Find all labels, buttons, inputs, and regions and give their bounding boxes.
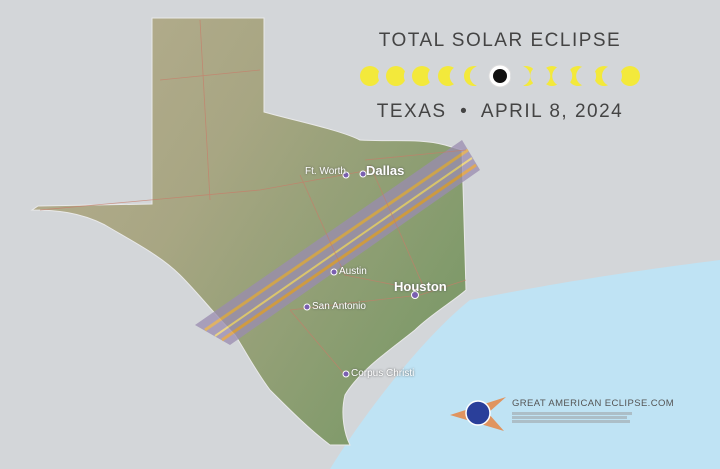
eclipse-phase-sequence: [360, 64, 640, 88]
date-label: APRIL 8, 2024: [480, 101, 624, 122]
credits-text: [512, 411, 632, 424]
totality-sun-icon: [488, 64, 512, 88]
city-marker-houston: [411, 291, 419, 299]
website-label: GREAT AMERICAN ECLIPSE.COM: [512, 398, 675, 409]
city-label-austin: Austin: [339, 266, 367, 277]
separator: •: [460, 101, 469, 122]
city-markers: [303, 170, 419, 378]
city-marker-corpus-christi: [342, 370, 350, 378]
city-marker-fort-worth: [342, 171, 350, 179]
city-label-corpus-christi: Corpus Christi: [351, 368, 415, 379]
partial-eclipse-sun-icon: [464, 66, 490, 86]
city-label-fort-worth: Ft. Worth: [305, 166, 346, 177]
city-label-san-antonio: San Antonio: [312, 301, 366, 312]
city-marker-san-antonio: [303, 303, 311, 311]
city-marker-dallas: [359, 170, 367, 178]
partial-eclipse-sun-icon: [510, 66, 536, 86]
state-label: TEXAS: [376, 101, 447, 122]
city-marker-austin: [330, 268, 338, 276]
map-subtitle: TEXAS • APRIL 8, 2024: [355, 101, 645, 123]
city-label-dallas: Dallas: [366, 163, 405, 178]
roads: [39, 19, 467, 376]
texas-land: [30, 17, 467, 446]
partial-eclipse-sun-icon: [602, 66, 640, 86]
map-title: TOTAL SOLAR ECLIPSE: [378, 30, 622, 51]
partial-eclipse-sun-icon: [438, 66, 470, 86]
path-of-totality: [195, 140, 480, 345]
great-american-eclipse-logo: [450, 397, 506, 431]
city-label-houston: Houston: [394, 279, 447, 294]
